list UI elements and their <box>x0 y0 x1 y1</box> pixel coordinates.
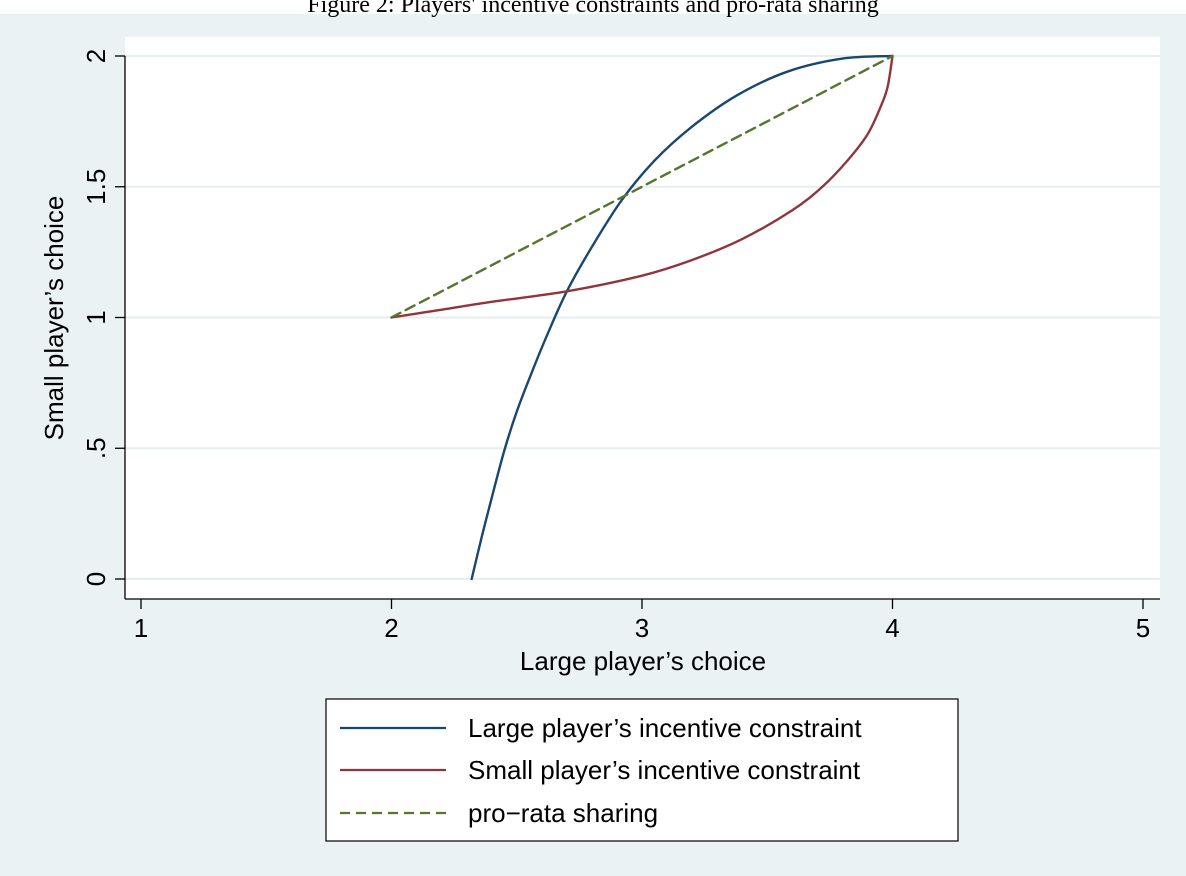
y-tick-label: .5 <box>81 437 111 459</box>
y-tick-label: 2 <box>81 49 111 63</box>
y-tick-label: 1 <box>81 310 111 324</box>
small-player-constraint-line <box>390 54 894 319</box>
x-tick-label: 4 <box>885 613 899 643</box>
top-white-strip <box>0 0 1186 14</box>
x-tick-label: 2 <box>384 613 398 643</box>
pro-rata-sharing-line <box>390 54 894 319</box>
legend-label-large: Large player’s incentive constraint <box>468 713 862 743</box>
x-tick-label: 5 <box>1136 613 1150 643</box>
legend-label-prorata: pro−rata sharing <box>468 798 658 828</box>
axes: 0 .5 1 1.5 2 1 2 3 4 5 <box>81 49 1160 643</box>
legend: Large player’s incentive constraint Smal… <box>325 698 959 842</box>
legend-label-small: Small player’s incentive constraint <box>468 755 861 785</box>
y-axis-title: Small player’s choice <box>39 196 69 441</box>
x-tick-label: 3 <box>635 613 649 643</box>
y-tick-label: 0 <box>81 572 111 586</box>
x-axis-title: Large player’s choice <box>520 646 766 676</box>
top-caption: Figure 2: Players' incentive constraints… <box>307 0 879 18</box>
large-player-constraint-line <box>470 54 894 581</box>
x-tick-label: 1 <box>134 613 148 643</box>
data-series <box>390 54 894 581</box>
y-tick-label: 1.5 <box>81 169 111 205</box>
